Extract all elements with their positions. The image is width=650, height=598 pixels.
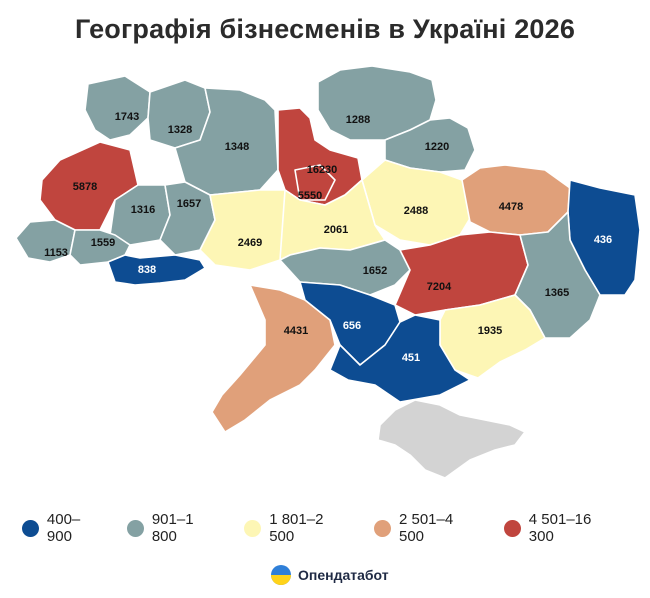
region-crimea — [377, 399, 526, 479]
legend-item: 4 501–16 300 — [503, 511, 620, 545]
region-value-label: 16230 — [307, 164, 338, 176]
region-value-label: 4431 — [284, 325, 308, 337]
region-value-label: 4478 — [499, 201, 523, 213]
region-838[interactable] — [107, 254, 206, 286]
map-title: Географія бізнесменів в Україні 2026 — [74, 14, 576, 44]
region-value-label: 436 — [594, 234, 612, 246]
legend-label: 4 501–16 300 — [528, 511, 592, 545]
region-1743[interactable] — [84, 75, 151, 141]
region-value-label: 5550 — [298, 190, 322, 202]
brand: Опендатабот — [270, 564, 389, 586]
region-value-label: 838 — [138, 264, 156, 276]
region-value-label: 1657 — [177, 198, 201, 210]
brand-name: Опендатабот — [298, 567, 389, 583]
region-value-label: 1316 — [131, 204, 155, 216]
region-value-label: 451 — [402, 352, 420, 364]
region-value-label: 2061 — [324, 224, 348, 236]
legend-label: 400–900 — [46, 511, 81, 545]
region-value-label: 1348 — [225, 141, 249, 153]
legend-label: 2 501–4 500 — [398, 511, 454, 545]
region-value-label: 656 — [343, 320, 361, 332]
legend: 400–900 901–1 800 1 801–2 500 2 501–4 500 4 … — [22, 511, 642, 545]
legend-item: 400–900 — [22, 511, 105, 545]
region-value-label: 1328 — [168, 124, 192, 136]
legend-swatch — [503, 519, 521, 537]
legend-swatch — [374, 519, 391, 537]
region-value-label: 1652 — [363, 265, 387, 277]
region-451[interactable] — [329, 314, 471, 403]
legend-item: 2 501–4 500 — [374, 511, 482, 545]
region-value-label: 1559 — [91, 237, 115, 249]
region-value-label: 2469 — [238, 237, 262, 249]
opendatabot-logo-icon — [271, 565, 291, 585]
region-1220[interactable] — [384, 117, 476, 173]
legend-label: 901–1 800 — [151, 511, 194, 545]
region-value-label: 1935 — [478, 325, 502, 337]
legend-swatch — [126, 519, 144, 537]
region-value-label: 2488 — [404, 205, 428, 217]
region-5550[interactable] — [294, 164, 336, 201]
legend-item: 1 801–2 500 — [244, 511, 352, 545]
region-value-label: 7204 — [427, 281, 452, 293]
region-value-label: 1153 — [44, 247, 68, 259]
legend-swatch — [244, 519, 262, 537]
legend-swatch — [22, 519, 39, 537]
legend-item: 901–1 800 — [126, 511, 222, 545]
region-value-label: 5878 — [73, 181, 97, 193]
region-value-label: 1288 — [346, 114, 370, 126]
region-value-label: 1220 — [425, 141, 449, 153]
region-value-label: 1743 — [115, 111, 139, 123]
region-value-label: 1365 — [545, 287, 569, 299]
legend-label: 1 801–2 500 — [269, 511, 324, 545]
